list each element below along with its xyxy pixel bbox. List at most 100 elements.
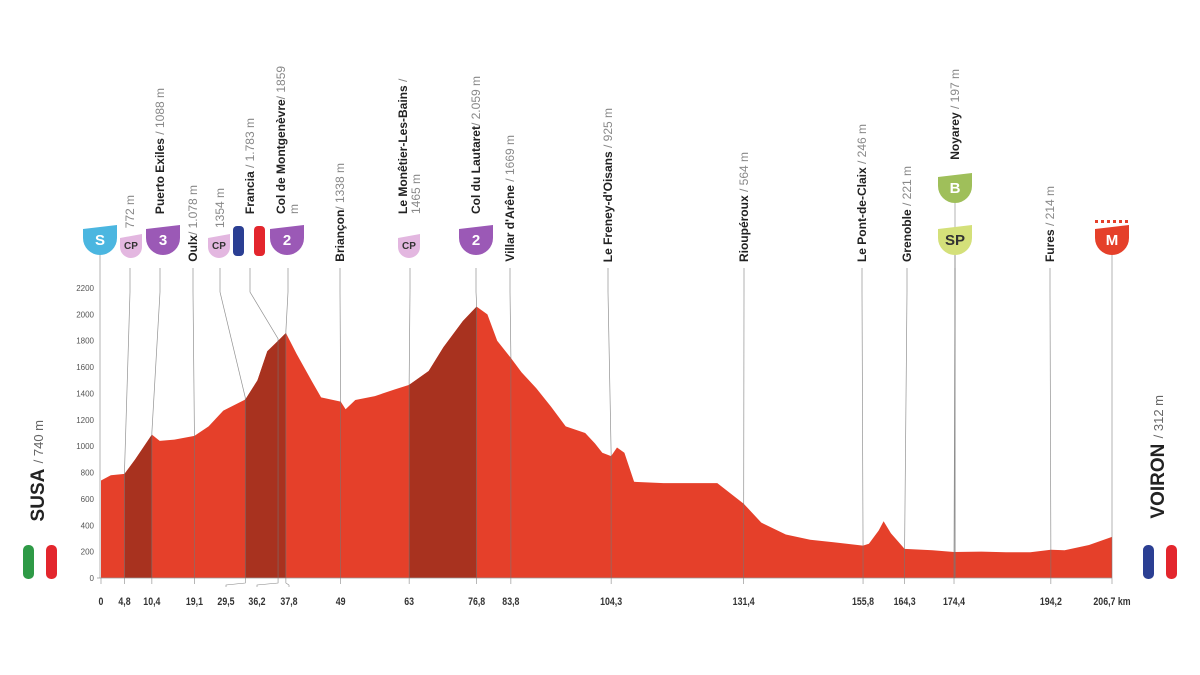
finish-label: VOIRON / 312 m — [1148, 395, 1170, 519]
marker-label: SP — [945, 232, 965, 249]
checkered-flag-icon — [1119, 220, 1122, 223]
waypoint-label: Fures / 214 m — [1042, 186, 1057, 263]
waypoint-label: Le Monêtier-Les-Bains / 1465 m — [396, 64, 423, 214]
waypoint-line — [607, 268, 612, 578]
x-tick-label: 194,2 — [1040, 596, 1062, 608]
france-flag-icon — [254, 226, 265, 256]
checkered-flag-icon — [1125, 220, 1128, 223]
cp-marker-icon — [398, 234, 420, 258]
waypoint-elevation: / 246 m — [854, 124, 869, 168]
waypoint-name: Le Pont-de-Claix — [854, 167, 869, 263]
waypoint-line — [1049, 268, 1052, 578]
waypoint-label: Grenoble / 221 m — [899, 166, 914, 263]
italy-flag-icon — [46, 545, 57, 579]
waypoint-elevation: / 925 m — [600, 108, 615, 152]
sprint-marker-icon — [938, 225, 972, 255]
cp-marker-icon — [208, 234, 230, 258]
x-tick-label: 164,3 — [894, 596, 916, 608]
waypoint-line — [408, 268, 411, 578]
waypoint-line — [904, 268, 908, 578]
waypoint-elevation: 772 m — [122, 195, 137, 229]
waypoint-elevation: / 197 m — [947, 69, 962, 113]
france-flag-icon — [1166, 545, 1177, 579]
waypoint-name: Villar d'Arêne — [502, 185, 517, 262]
waypoint-elevation: / 2.059 m — [468, 76, 483, 127]
france-flag-icon — [233, 226, 244, 256]
marker-label: B — [950, 180, 961, 197]
x-tick-leader — [285, 578, 290, 587]
waypoint-name: Rioupéroux — [736, 195, 751, 263]
x-tick-label: 104,3 — [600, 596, 622, 608]
x-tick-label: 49 — [336, 596, 346, 608]
waypoint-label: Rioupéroux / 564 m — [736, 152, 751, 263]
marker-label: CP — [212, 241, 226, 252]
y-tick-label: 1800 — [76, 337, 94, 346]
waypoint-line — [219, 268, 246, 578]
start-marker-icon — [83, 225, 117, 255]
y-tick-label: 0 — [90, 574, 95, 583]
france-flag-icon — [1143, 545, 1154, 579]
checkered-flag-icon — [1107, 220, 1110, 223]
waypoint-line — [339, 268, 342, 578]
italy-flag-icon — [23, 545, 34, 579]
waypoint-name: Francia — [242, 171, 257, 215]
waypoint-elevation: / 214 m — [1042, 186, 1057, 230]
waypoint-name: Grenoble — [899, 209, 914, 263]
y-tick-label: 2200 — [76, 284, 94, 293]
waypoint-name: Fures — [1042, 229, 1057, 263]
waypoint-elevation: / 221 m — [899, 166, 914, 210]
x-tick-label: 174,4 — [943, 596, 965, 608]
y-tick-label: 200 — [81, 548, 95, 557]
waypoint-label: Oulx/ 1.078 m — [185, 185, 200, 262]
waypoint-name: Briançon — [332, 209, 347, 262]
waypoint-line — [285, 268, 289, 578]
waypoint-elevation: / 1088 m — [152, 88, 167, 139]
x-tick-label: 10,4 — [143, 596, 161, 608]
waypoint-elevation: / 1669 m — [502, 135, 517, 186]
waypoint-label: Col du Lautaret/ 2.059 m — [468, 76, 483, 214]
profile-area — [101, 306, 1112, 578]
finish-elev: / 312 m — [1151, 395, 1166, 439]
italy-flag-icon — [34, 545, 46, 579]
waypoint-label: Col de Montgenèvre/ 1859 m — [274, 64, 301, 214]
x-tick-label: 76,8 — [468, 596, 486, 608]
checkered-flag-icon — [1113, 220, 1116, 223]
x-tick-label: 4,8 — [118, 596, 131, 608]
cp-marker-icon — [120, 234, 142, 258]
waypoint-name: Oulx — [185, 235, 200, 262]
waypoint-line — [509, 268, 512, 578]
x-tick-label: 29,5 — [217, 596, 235, 608]
waypoint-elevation: / 1.783 m — [242, 118, 257, 172]
marker-label: S — [95, 232, 105, 249]
climb-segment — [124, 434, 152, 578]
x-tick-label: 206,7 km — [1093, 596, 1130, 608]
waypoint-label: Le Freney-d'Oisans / 925 m — [600, 108, 615, 263]
waypoint-name: Col de Montgenèvre — [274, 99, 288, 214]
marker-label: 2 — [472, 232, 480, 249]
checkered-flag-icon — [1101, 220, 1104, 223]
waypoint-name: Le Freney-d'Oisans — [600, 151, 615, 263]
waypoint-line — [475, 268, 477, 578]
france-flag-icon — [1154, 545, 1166, 579]
y-tick-label: 2000 — [76, 310, 94, 319]
waypoint-name: Le Monêtier-Les-Bains — [396, 85, 410, 214]
marker-label: CP — [402, 241, 416, 252]
bonus-marker-icon — [938, 173, 972, 203]
waypoint-label: Briançon/ 1338 m — [332, 163, 347, 262]
checkered-flag-icon — [1095, 220, 1098, 223]
marker-label: M — [1106, 232, 1119, 249]
waypoint-line — [151, 268, 161, 578]
france-flag-icon — [244, 226, 254, 256]
waypoint-label: Puerto Exiles / 1088 m — [152, 88, 167, 214]
y-tick-label: 400 — [81, 521, 95, 530]
waypoint-elevation: 1354 m — [212, 188, 227, 229]
climb-segment — [245, 333, 286, 578]
cat2-marker-icon — [459, 225, 493, 255]
finish-marker-icon — [1095, 225, 1129, 255]
finish-name: VOIRON — [1148, 443, 1169, 519]
waypoint-label: 772 m — [122, 195, 137, 229]
x-tick-label: 131,4 — [733, 596, 755, 608]
y-tick-label: 1600 — [76, 363, 94, 372]
x-tick-leader — [256, 578, 279, 587]
